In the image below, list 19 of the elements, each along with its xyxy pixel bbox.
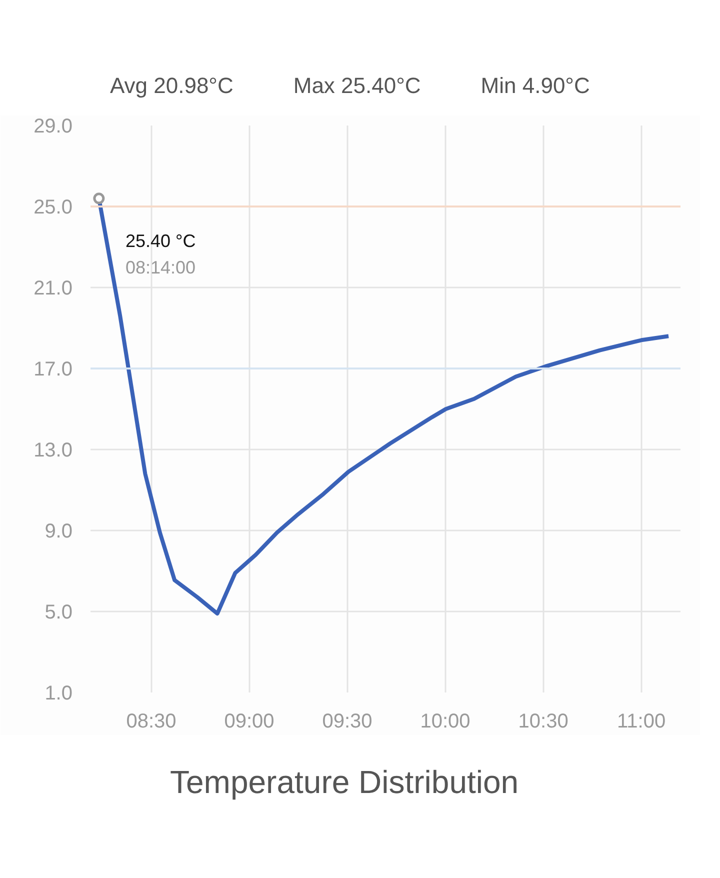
text: Max 25.40°C: [293, 73, 421, 98]
text: Min 4.90°C: [480, 73, 590, 98]
y-tick-label: 25.0: [34, 196, 73, 218]
x-tick-label: 09:00: [224, 710, 274, 732]
y-tick-label: 13.0: [34, 440, 73, 462]
y-tick-label: 21.0: [34, 278, 73, 300]
y-tick-label: 17.0: [34, 358, 73, 380]
annotation: 25.40 °C 08:14:00: [125, 231, 196, 278]
x-tick-label: 10:00: [420, 710, 470, 732]
y-tick-label: 5.0: [44, 602, 73, 624]
x-tick-label: 08:30: [126, 710, 176, 732]
x-tick-label: 10:30: [518, 710, 568, 732]
text: Temperature Distribution: [170, 763, 519, 802]
text: Avg 20.98°C: [110, 73, 234, 98]
x-tick-label: 11:00: [617, 710, 666, 732]
y-tick-label: 29.0: [34, 116, 73, 138]
x-tick-label: 09:30: [322, 710, 372, 732]
y-tick-label: 9.0: [44, 520, 73, 542]
y-tick-label: 1.0: [44, 682, 73, 704]
